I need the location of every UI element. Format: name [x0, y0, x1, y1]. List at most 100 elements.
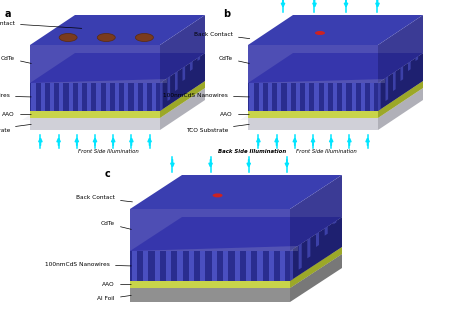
- Polygon shape: [290, 175, 342, 251]
- Text: a: a: [5, 9, 11, 19]
- Polygon shape: [248, 111, 378, 118]
- Polygon shape: [248, 45, 378, 83]
- Polygon shape: [296, 83, 300, 111]
- Polygon shape: [41, 83, 45, 111]
- Polygon shape: [248, 79, 385, 83]
- Text: AAO: AAO: [220, 112, 249, 117]
- Text: c: c: [105, 169, 111, 179]
- Polygon shape: [175, 71, 178, 91]
- Polygon shape: [378, 81, 381, 111]
- Polygon shape: [307, 238, 310, 258]
- Polygon shape: [130, 254, 342, 288]
- Polygon shape: [257, 251, 263, 281]
- Polygon shape: [290, 247, 342, 288]
- Polygon shape: [134, 83, 138, 111]
- Polygon shape: [130, 247, 342, 281]
- Polygon shape: [290, 254, 342, 302]
- Polygon shape: [87, 83, 91, 111]
- Text: TCO Substrate: TCO Substrate: [186, 124, 249, 132]
- Polygon shape: [378, 88, 423, 130]
- Text: Back Contact: Back Contact: [0, 21, 82, 28]
- Polygon shape: [268, 83, 272, 111]
- Polygon shape: [152, 83, 156, 111]
- Polygon shape: [30, 15, 205, 45]
- Polygon shape: [130, 281, 290, 288]
- Polygon shape: [190, 61, 192, 71]
- Polygon shape: [235, 251, 240, 281]
- Polygon shape: [249, 83, 254, 111]
- Polygon shape: [290, 217, 342, 281]
- Polygon shape: [132, 251, 137, 281]
- Polygon shape: [314, 83, 319, 111]
- Text: Front Side Illumination: Front Side Illumination: [78, 149, 138, 154]
- Ellipse shape: [59, 33, 77, 42]
- Polygon shape: [115, 83, 119, 111]
- Polygon shape: [259, 83, 263, 111]
- Polygon shape: [31, 83, 36, 111]
- Polygon shape: [248, 81, 423, 111]
- Polygon shape: [325, 226, 328, 236]
- Polygon shape: [130, 246, 298, 251]
- Polygon shape: [223, 251, 228, 281]
- Polygon shape: [248, 118, 378, 130]
- Polygon shape: [130, 288, 290, 302]
- Polygon shape: [385, 76, 388, 101]
- Polygon shape: [198, 56, 200, 61]
- Text: Front Side Illumination: Front Side Illumination: [296, 149, 356, 154]
- Polygon shape: [333, 83, 337, 111]
- Polygon shape: [201, 251, 206, 281]
- Polygon shape: [342, 83, 346, 111]
- Polygon shape: [96, 83, 100, 111]
- Text: b: b: [223, 9, 230, 19]
- Polygon shape: [290, 249, 293, 281]
- Polygon shape: [30, 111, 160, 118]
- Polygon shape: [130, 175, 342, 209]
- Polygon shape: [401, 66, 403, 81]
- Polygon shape: [248, 53, 423, 83]
- Polygon shape: [30, 79, 167, 83]
- Polygon shape: [160, 81, 205, 118]
- Polygon shape: [130, 217, 342, 251]
- Polygon shape: [143, 251, 148, 281]
- Polygon shape: [240, 111, 400, 120]
- Polygon shape: [352, 83, 356, 111]
- Polygon shape: [30, 81, 205, 111]
- Polygon shape: [160, 53, 205, 111]
- Text: TCO Substrate: TCO Substrate: [0, 124, 31, 132]
- Polygon shape: [143, 83, 147, 111]
- Polygon shape: [160, 88, 205, 130]
- Polygon shape: [212, 251, 217, 281]
- Text: 100nmCdS Nanowires: 100nmCdS Nanowires: [0, 93, 31, 98]
- Polygon shape: [299, 243, 301, 270]
- Polygon shape: [280, 251, 285, 281]
- Polygon shape: [305, 83, 310, 111]
- Polygon shape: [189, 251, 194, 281]
- Text: Back Side Illumination: Back Side Illumination: [218, 149, 286, 154]
- Polygon shape: [160, 81, 163, 111]
- Polygon shape: [69, 83, 73, 111]
- Polygon shape: [248, 15, 423, 45]
- Polygon shape: [30, 53, 205, 83]
- Text: AAO: AAO: [102, 282, 131, 287]
- Ellipse shape: [97, 33, 115, 42]
- Polygon shape: [378, 81, 423, 118]
- Polygon shape: [378, 53, 423, 111]
- Text: CdTe: CdTe: [1, 56, 31, 63]
- Text: CdTe: CdTe: [101, 221, 131, 229]
- Polygon shape: [378, 15, 423, 83]
- Polygon shape: [277, 83, 282, 111]
- Polygon shape: [246, 251, 251, 281]
- Polygon shape: [248, 88, 423, 118]
- Polygon shape: [30, 83, 160, 111]
- Polygon shape: [130, 209, 290, 251]
- Polygon shape: [370, 83, 374, 111]
- Polygon shape: [59, 83, 64, 111]
- Text: AAO: AAO: [2, 112, 31, 117]
- Polygon shape: [408, 61, 410, 71]
- Polygon shape: [316, 232, 319, 247]
- Text: Back Contact: Back Contact: [76, 195, 132, 202]
- Polygon shape: [30, 88, 205, 118]
- Polygon shape: [393, 71, 396, 91]
- Polygon shape: [50, 83, 54, 111]
- Polygon shape: [124, 83, 128, 111]
